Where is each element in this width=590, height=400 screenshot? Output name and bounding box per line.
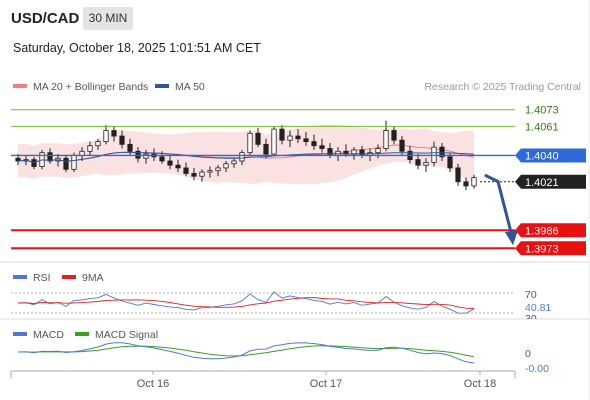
rsi-ma-legend-swatch (62, 275, 76, 279)
macd-signal-legend-label: MACD Signal (95, 329, 158, 341)
candle (439, 142, 445, 161)
candle (391, 126, 397, 145)
candle (103, 124, 109, 145)
rsi-level-70-label: 70 (525, 289, 537, 301)
candle (279, 124, 285, 145)
chart-datetime: Saturday, October 18, 2025 1:01:51 AM CE… (13, 41, 261, 55)
ma50-legend-swatch (155, 84, 169, 88)
candle (471, 174, 477, 189)
candle (199, 169, 205, 182)
candle (311, 134, 317, 150)
ma20-legend-swatch (13, 84, 27, 88)
level-label: 1.3986 (525, 225, 559, 237)
macd-line (17, 342, 475, 364)
candle (119, 130, 125, 149)
price-level-target: 1.3986 (11, 223, 586, 238)
macd-zero-label: 0 (525, 348, 531, 360)
candle (303, 131, 309, 146)
candle (423, 158, 429, 173)
candle (415, 154, 421, 170)
candle (191, 167, 197, 181)
candle (111, 126, 117, 142)
candle (183, 162, 189, 177)
candle (207, 166, 213, 178)
rsi-legend-label: RSI (33, 272, 51, 284)
price-level-resistance: 1.4073 (11, 105, 559, 117)
rsi-panel (11, 291, 515, 314)
candle (287, 130, 293, 148)
price-levels: 1.4073 1.4061 1.4040 1.4021 1.3986 1.3973 (11, 105, 586, 256)
candle (215, 165, 221, 177)
macd-legend-swatch (13, 332, 27, 336)
time-axis-label: Oct 16 (137, 378, 169, 390)
level-label: 1.3973 (525, 243, 559, 255)
candle (167, 155, 173, 170)
level-label: 1.4073 (525, 105, 559, 117)
forecast-arrow (484, 174, 518, 246)
macd-signal-legend-swatch (75, 332, 89, 336)
candle (247, 130, 253, 156)
candle (295, 129, 301, 143)
level-label: 1.4040 (525, 150, 559, 162)
ma20-legend-label: MA 20 + Bollinger Bands (33, 81, 148, 93)
interval-badge[interactable]: 30 MIN (83, 7, 133, 30)
macd-signal-line (18, 345, 475, 358)
rsi-ma-line (17, 297, 475, 309)
macd-legend-label: MACD (33, 329, 64, 341)
time-axis-label: Oct 18 (464, 378, 496, 390)
price-level-target: 1.3973 (11, 241, 586, 256)
price-level-resistance: 1.4061 (11, 121, 559, 133)
ma50-legend-label: MA 50 (175, 81, 205, 93)
macd-panel (17, 342, 475, 364)
bollinger-band (18, 124, 474, 185)
copyright-text: Research © 2025 Trading Central (424, 81, 581, 93)
price-panel (15, 120, 477, 191)
rsi-level-30-label: 30 (525, 313, 537, 325)
candle (63, 155, 69, 173)
price-level-pivot: 1.4040 (11, 148, 586, 163)
rsi-current-value: 40.81 (525, 302, 551, 314)
candle (175, 159, 181, 173)
level-label: 1.4021 (525, 177, 559, 189)
candle (271, 126, 277, 156)
symbol-title: USD/CAD (11, 10, 80, 27)
candle (319, 138, 325, 153)
candle (239, 149, 245, 166)
candle (463, 177, 469, 191)
candle (231, 158, 237, 168)
candle (383, 120, 389, 152)
rsi-ma-legend-label: 9MA (82, 272, 104, 284)
macd-current-value: -0.00 (525, 363, 549, 375)
candle (399, 136, 405, 156)
candle (87, 141, 93, 156)
level-label: 1.4061 (525, 121, 559, 133)
price-level-last: 1.4021 (480, 174, 586, 189)
time-axis-label: Oct 17 (310, 378, 342, 390)
rsi-line (17, 291, 475, 314)
candle (31, 156, 37, 170)
ma50-line (17, 151, 475, 163)
candle (223, 160, 229, 173)
candle (255, 127, 261, 148)
rsi-legend-swatch (13, 275, 27, 279)
candle (95, 138, 101, 150)
candle (455, 163, 461, 186)
time-axis-labels: Oct 16 Oct 17 Oct 18 (137, 371, 496, 390)
